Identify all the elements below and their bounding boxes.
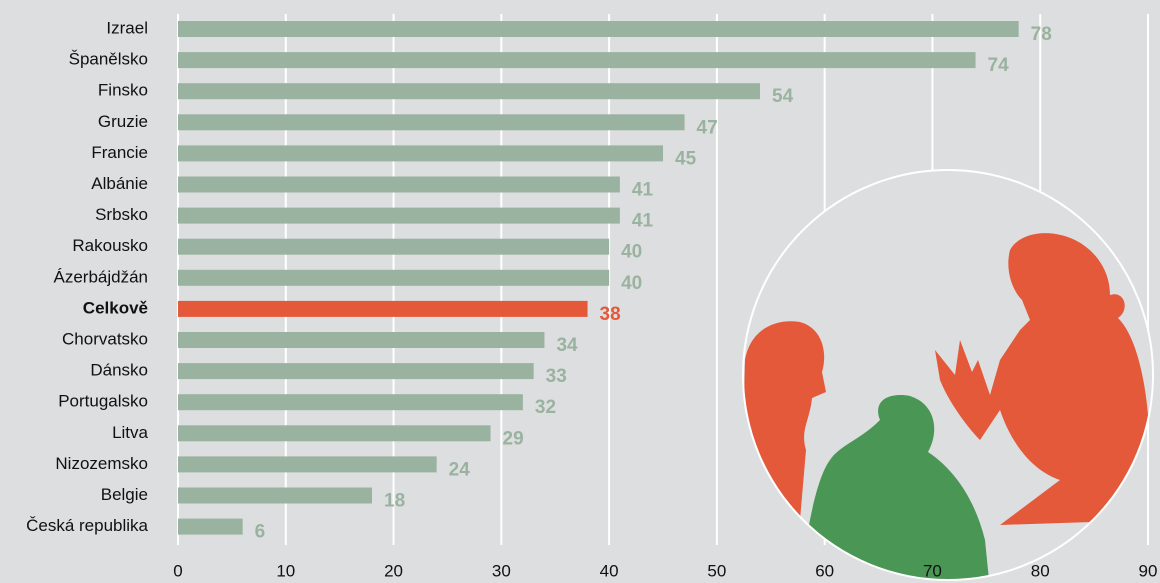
x-tick-label: 40 [600, 561, 619, 580]
value-label: 32 [535, 397, 556, 418]
y-tick-label: Portugalsko [58, 392, 148, 411]
y-tick-label: Litva [112, 423, 148, 442]
x-tick-label: 90 [1139, 561, 1158, 580]
bar [178, 394, 523, 410]
value-label: 29 [503, 428, 524, 449]
value-label: 34 [556, 335, 578, 356]
x-tick-label: 60 [815, 561, 834, 580]
bar [178, 239, 609, 255]
bar [178, 301, 588, 317]
y-tick-label: Chorvatsko [62, 329, 148, 348]
value-label: 41 [632, 180, 654, 201]
y-tick-label: Izrael [106, 18, 148, 37]
value-label: 40 [621, 273, 642, 294]
bar [178, 363, 534, 379]
bar [178, 425, 491, 441]
y-tick-label: Finsko [98, 81, 148, 100]
value-label: 6 [255, 522, 266, 543]
bar [178, 52, 976, 68]
y-tick-label: Albánie [91, 174, 148, 193]
value-label: 74 [988, 55, 1010, 76]
bar [178, 208, 620, 224]
y-tick-label: Dánsko [90, 361, 148, 380]
bar [178, 83, 760, 99]
x-tick-label: 0 [173, 561, 182, 580]
value-label: 41 [632, 211, 654, 232]
y-tick-label: Česká republika [26, 516, 148, 535]
bar [178, 488, 372, 504]
chart: 787454474541414040383433322924186 010203… [0, 0, 1160, 583]
y-tick-label: Španělsko [69, 50, 148, 69]
bar [178, 332, 544, 348]
x-tick-label: 20 [384, 561, 403, 580]
page: {"chart_data": {"type": "bar", "orientat… [0, 0, 1160, 583]
bar [178, 21, 1019, 37]
x-tick-label: 50 [707, 561, 726, 580]
bar [178, 270, 609, 286]
bar [178, 114, 685, 130]
bar [178, 519, 243, 535]
y-tick-label: Francie [91, 143, 148, 162]
value-label: 24 [449, 459, 471, 480]
value-label: 54 [772, 86, 794, 107]
y-tick-label: Belgie [101, 485, 148, 504]
value-label: 45 [675, 148, 697, 169]
value-label: 18 [384, 491, 405, 512]
value-label: 33 [546, 366, 567, 387]
y-tick-label: Nizozemsko [55, 454, 148, 473]
x-tick-label: 80 [1031, 561, 1050, 580]
bar [178, 456, 437, 472]
bar [178, 177, 620, 193]
y-tick-label: Celkově [83, 298, 148, 317]
value-label: 78 [1031, 24, 1052, 45]
y-tick-label: Gruzie [98, 112, 148, 131]
y-tick-label: Rakousko [72, 236, 148, 255]
x-tick-label: 30 [492, 561, 511, 580]
value-label: 40 [621, 242, 642, 263]
bar [178, 145, 663, 161]
y-tick-label: Srbsko [95, 205, 148, 224]
x-tick-label: 10 [276, 561, 295, 580]
value-label: 47 [697, 117, 718, 138]
x-tick-label: 70 [923, 561, 942, 580]
illustration [740, 170, 1153, 583]
y-tick-label: Ázerbájdžán [53, 267, 148, 286]
value-label: 38 [600, 304, 621, 325]
